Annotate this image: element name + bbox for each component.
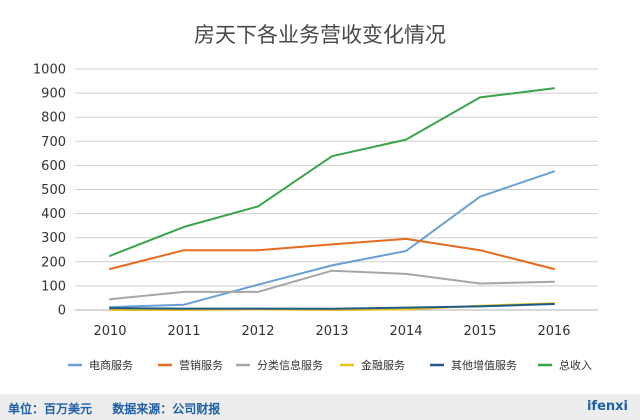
legend-label-1: 营销服务	[179, 358, 223, 372]
series-line-5	[109, 87, 555, 257]
series-line-2	[109, 269, 555, 301]
legend-label-3: 金融服务	[361, 358, 405, 372]
y-tick-label: 400	[41, 207, 66, 222]
y-tick-label: 200	[41, 255, 66, 270]
x-tick-label: 2015	[463, 324, 496, 339]
x-axis-ticks: 2010 2011 2012 2013 2014 2015 2016	[93, 324, 570, 339]
x-tick-label: 2012	[241, 324, 274, 339]
x-tick-label: 2011	[167, 324, 200, 339]
x-tick-label: 2014	[389, 324, 422, 339]
brand-logo: ifenxi	[586, 399, 628, 414]
y-tick-label: 600	[41, 159, 66, 174]
y-tick-label: 100	[41, 279, 66, 294]
y-tick-label: 0	[58, 304, 66, 319]
footer-info: 单位：百万美元 数据来源：公司财报	[8, 400, 236, 417]
y-tick-label: 500	[41, 183, 66, 198]
y-tick-label: 300	[41, 231, 66, 246]
legend-label-2: 分类信息服务	[257, 358, 323, 372]
footer-bar: 单位：百万美元 数据来源：公司财报 ifenxi	[0, 394, 640, 420]
series-line-0	[109, 170, 555, 309]
y-tick-label: 700	[41, 135, 66, 150]
chart-title: 房天下各业务营收变化情况	[194, 23, 446, 47]
legend-label-5: 总收入	[559, 358, 592, 372]
series-lines	[109, 87, 555, 311]
x-tick-label: 2010	[93, 324, 126, 339]
source-label: 数据来源：公司财报	[112, 402, 221, 416]
series-line-1	[109, 237, 555, 270]
legend-label-0: 电商服务	[89, 358, 133, 372]
y-tick-label: 1000	[33, 63, 66, 78]
x-tick-label: 2016	[537, 324, 570, 339]
y-tick-label: 800	[41, 111, 66, 126]
chart: 房天下各业务营收变化情况 0 100 200 300 400 500 600 700 800 90…	[33, 23, 598, 372]
y-axis-ticks: 0 100 200 300 400 500 600 700 800 900 1000	[33, 63, 66, 319]
gridlines	[75, 68, 598, 311]
legend: 电商服务 营销服务 分类信息服务 金融服务 其他增值服务 总收入	[68, 358, 592, 372]
unit-label: 单位：百万美元	[8, 402, 93, 416]
x-tick-label: 2013	[315, 324, 348, 339]
series-line-4	[109, 303, 555, 310]
y-tick-label: 900	[41, 87, 66, 102]
legend-label-4: 其他增值服务	[451, 358, 517, 372]
